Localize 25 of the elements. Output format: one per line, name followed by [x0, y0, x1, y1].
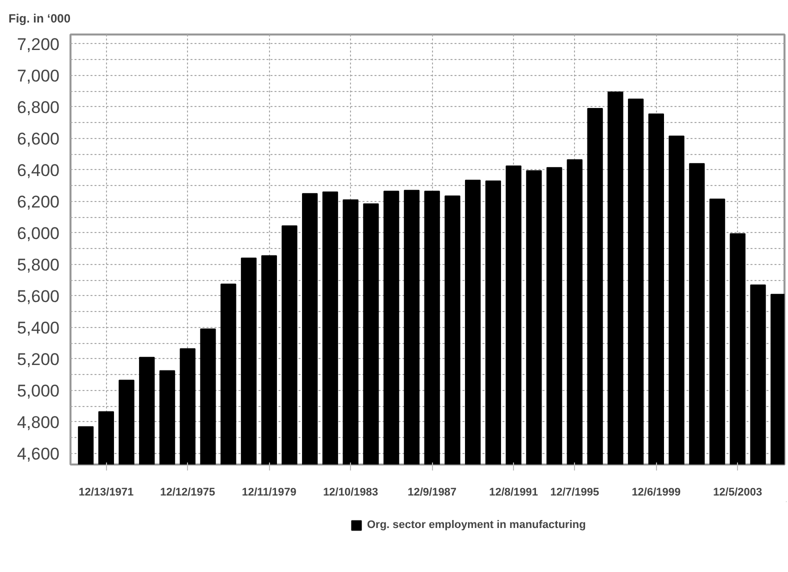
- y-tick-label: 6,400: [16, 160, 60, 180]
- x-tick-label: 12/8/1991: [489, 486, 538, 498]
- x-tick-label: 12/5/2003: [713, 486, 762, 498]
- legend-label: Org. sector employment in manufacturing: [367, 519, 586, 531]
- y-tick-label: 7,200: [16, 34, 60, 54]
- y-tick-label: 4,800: [16, 412, 60, 432]
- y-tick-label: 4,600: [16, 444, 60, 464]
- y-tick-label: 5,400: [16, 318, 60, 338]
- x-tick-label: 12/9/1987: [408, 486, 457, 498]
- y-tick-label: 6,200: [16, 192, 60, 212]
- x-tick-label: 12/6/1999: [632, 486, 681, 498]
- x-tick-label: 12/11/1979: [242, 486, 296, 498]
- x-tick-label: 12/10/1983: [323, 486, 378, 498]
- x-tick-label: 12/13/1971: [78, 486, 134, 498]
- y-tick-label: 5,200: [16, 350, 60, 369]
- y-tick-label: 6,600: [16, 129, 60, 148]
- y-tick-label: 6,000: [16, 224, 60, 243]
- x-tick-label: 12/7/1995: [550, 486, 600, 498]
- y-tick-label: 6,800: [16, 98, 60, 117]
- y-tick-label: 5,600: [16, 286, 60, 306]
- x-tick-label: 12/12/1975: [160, 486, 216, 498]
- chart-title: Fig. in ‘000: [8, 12, 71, 26]
- y-tick-label: 7,000: [16, 66, 60, 86]
- y-tick-label: 5,000: [16, 381, 60, 400]
- y-tick-label: 5,800: [16, 255, 60, 274]
